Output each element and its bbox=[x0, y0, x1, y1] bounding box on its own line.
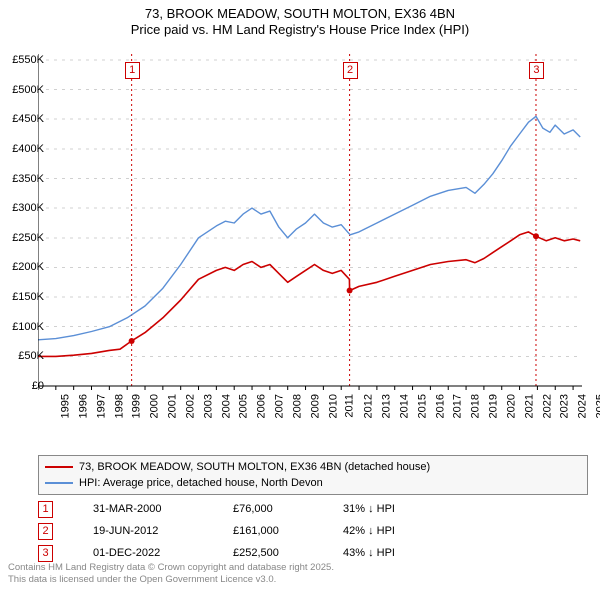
x-tick-label: 2004 bbox=[220, 394, 232, 418]
chart-svg bbox=[38, 48, 588, 418]
sale-marker-box: 2 bbox=[343, 62, 358, 79]
footer-line-2: This data is licensed under the Open Gov… bbox=[8, 574, 334, 586]
sale-price: £76,000 bbox=[233, 503, 343, 515]
footer-line-1: Contains HM Land Registry data © Crown c… bbox=[8, 562, 334, 574]
x-tick-label: 2003 bbox=[202, 394, 214, 418]
x-tick-label: 2007 bbox=[274, 394, 286, 418]
title-line-1: 73, BROOK MEADOW, SOUTH MOLTON, EX36 4BN bbox=[0, 6, 600, 22]
legend-row: HPI: Average price, detached house, Nort… bbox=[45, 475, 581, 491]
y-tick-label: £550K bbox=[4, 54, 44, 66]
sale-marker-box: 3 bbox=[529, 62, 544, 79]
x-tick-label: 2011 bbox=[344, 394, 356, 418]
y-tick-label: £400K bbox=[4, 143, 44, 155]
x-tick-label: 1997 bbox=[95, 394, 107, 418]
x-tick-label: 1999 bbox=[131, 394, 143, 418]
sale-price: £252,500 bbox=[233, 547, 343, 559]
footer: Contains HM Land Registry data © Crown c… bbox=[8, 562, 334, 586]
x-tick-label: 2005 bbox=[238, 394, 250, 418]
x-tick-label: 2010 bbox=[327, 394, 339, 418]
legend-label: HPI: Average price, detached house, Nort… bbox=[79, 477, 323, 489]
x-tick-label: 2018 bbox=[470, 394, 482, 418]
x-tick-label: 2017 bbox=[452, 394, 464, 418]
legend: 73, BROOK MEADOW, SOUTH MOLTON, EX36 4BN… bbox=[38, 455, 588, 495]
x-tick-label: 2019 bbox=[488, 394, 500, 418]
sale-date: 19-JUN-2012 bbox=[93, 525, 233, 537]
y-tick-label: £100K bbox=[4, 321, 44, 333]
sale-hpi: 31% ↓ HPI bbox=[343, 503, 463, 515]
x-tick-label: 2020 bbox=[505, 394, 517, 418]
x-tick-label: 2013 bbox=[381, 394, 393, 418]
chart-area bbox=[38, 48, 588, 418]
sale-marker: 2 bbox=[38, 523, 53, 540]
y-tick-label: £0 bbox=[4, 380, 44, 392]
x-tick-label: 2023 bbox=[559, 394, 571, 418]
title-line-2: Price paid vs. HM Land Registry's House … bbox=[0, 22, 600, 38]
y-tick-label: £200K bbox=[4, 261, 44, 273]
table-row: 2 19-JUN-2012 £161,000 42% ↓ HPI bbox=[38, 520, 588, 542]
legend-swatch bbox=[45, 482, 73, 484]
table-row: 3 01-DEC-2022 £252,500 43% ↓ HPI bbox=[38, 542, 588, 564]
x-tick-label: 2002 bbox=[184, 394, 196, 418]
y-tick-label: £350K bbox=[4, 173, 44, 185]
y-tick-label: £150K bbox=[4, 291, 44, 303]
x-tick-label: 2016 bbox=[434, 394, 446, 418]
y-tick-label: £450K bbox=[4, 113, 44, 125]
x-tick-label: 1998 bbox=[113, 394, 125, 418]
y-tick-label: £300K bbox=[4, 202, 44, 214]
x-tick-label: 2008 bbox=[291, 394, 303, 418]
sale-hpi: 42% ↓ HPI bbox=[343, 525, 463, 537]
sale-marker: 3 bbox=[38, 545, 53, 562]
sale-date: 31-MAR-2000 bbox=[93, 503, 233, 515]
chart-container: 73, BROOK MEADOW, SOUTH MOLTON, EX36 4BN… bbox=[0, 0, 600, 590]
sale-marker: 1 bbox=[38, 501, 53, 518]
x-tick-label: 2015 bbox=[416, 394, 428, 418]
legend-row: 73, BROOK MEADOW, SOUTH MOLTON, EX36 4BN… bbox=[45, 459, 581, 475]
x-tick-label: 2024 bbox=[577, 394, 589, 418]
x-tick-label: 1995 bbox=[59, 394, 71, 418]
y-tick-label: £250K bbox=[4, 232, 44, 244]
x-tick-label: 2000 bbox=[149, 394, 161, 418]
x-tick-label: 1996 bbox=[77, 394, 89, 418]
legend-swatch bbox=[45, 466, 73, 468]
sale-date: 01-DEC-2022 bbox=[93, 547, 233, 559]
x-tick-label: 2021 bbox=[523, 394, 535, 418]
x-tick-label: 2022 bbox=[541, 394, 553, 418]
sales-table: 1 31-MAR-2000 £76,000 31% ↓ HPI 2 19-JUN… bbox=[38, 498, 588, 564]
sale-marker-box: 1 bbox=[125, 62, 140, 79]
y-tick-label: £500K bbox=[4, 84, 44, 96]
x-tick-label: 2006 bbox=[256, 394, 268, 418]
legend-label: 73, BROOK MEADOW, SOUTH MOLTON, EX36 4BN… bbox=[79, 461, 430, 473]
sale-price: £161,000 bbox=[233, 525, 343, 537]
x-tick-label: 2025 bbox=[595, 394, 600, 418]
x-tick-label: 2012 bbox=[363, 394, 375, 418]
x-tick-label: 2014 bbox=[398, 394, 410, 418]
y-tick-label: £50K bbox=[4, 350, 44, 362]
x-tick-label: 2009 bbox=[309, 394, 321, 418]
table-row: 1 31-MAR-2000 £76,000 31% ↓ HPI bbox=[38, 498, 588, 520]
title-block: 73, BROOK MEADOW, SOUTH MOLTON, EX36 4BN… bbox=[0, 0, 600, 39]
x-tick-label: 2001 bbox=[167, 394, 179, 418]
sale-hpi: 43% ↓ HPI bbox=[343, 547, 463, 559]
